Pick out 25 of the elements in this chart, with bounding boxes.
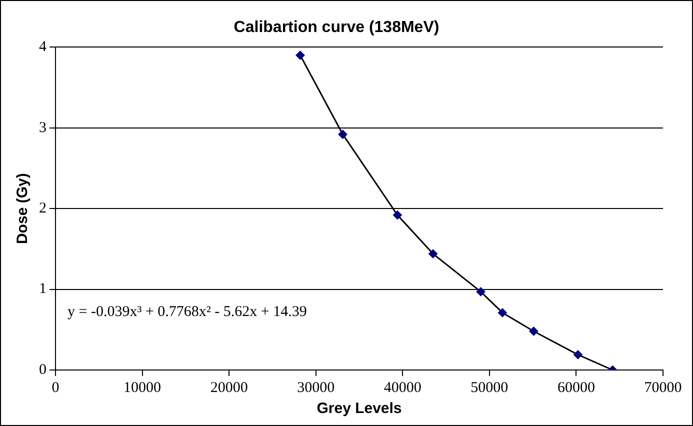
x-axis-title: Grey Levels	[316, 400, 402, 418]
x-tick-label: 20000	[210, 380, 248, 396]
point	[498, 308, 507, 318]
x-tick-label: 40000	[384, 380, 422, 396]
x-tick-label: 30000	[297, 380, 335, 396]
x-tick-label: 0	[52, 380, 60, 396]
point	[428, 249, 438, 258]
y-tick-label: 4	[39, 39, 47, 56]
y-tick-label: 1	[39, 281, 46, 298]
point	[529, 326, 538, 336]
chart-title: Calibartion curve (138MeV)	[234, 19, 440, 36]
y-tick-label: 0	[39, 362, 46, 378]
x-tick-label: 70000	[644, 380, 682, 396]
point	[338, 130, 348, 139]
x-tick-label: 10000	[124, 380, 162, 396]
point	[392, 210, 402, 220]
point	[476, 287, 486, 296]
point	[296, 50, 305, 60]
y-axis-title: Dose (Gy)	[14, 173, 32, 244]
point	[573, 350, 582, 360]
y-tick-label: 3	[39, 120, 46, 136]
annotation: y = -0.039x³ + 0.7768x² - 5.62x + 14.39	[68, 304, 307, 320]
x-tick-label: 50000	[470, 380, 508, 396]
y-tick-label: 2	[39, 200, 46, 217]
x-tick-label: 60000	[557, 380, 595, 396]
